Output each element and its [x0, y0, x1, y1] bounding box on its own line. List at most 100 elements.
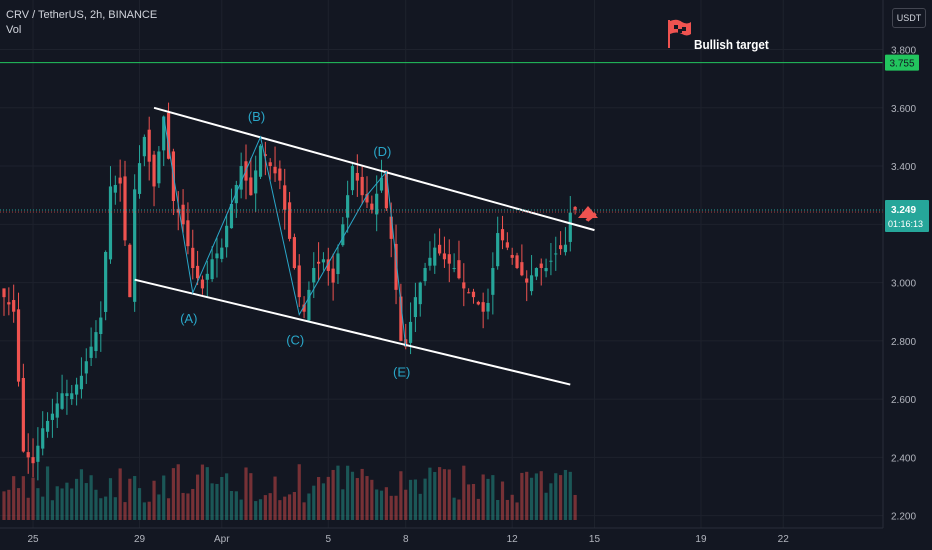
flag-cloth [670, 19, 691, 36]
candle-body [491, 268, 495, 295]
price-tick-label: 3.400 [891, 162, 916, 173]
volume-bar [60, 488, 64, 520]
candle-body [113, 184, 117, 193]
volume-bar [166, 498, 171, 520]
symbol-title[interactable]: CRV / TetherUS, 2h, BINANCE [6, 9, 158, 21]
candle-body [297, 265, 301, 298]
volume-bar [404, 489, 408, 520]
candle-body [12, 300, 16, 312]
volume-bar [452, 497, 456, 520]
volume-bar [41, 496, 45, 520]
candle-body [408, 321, 413, 343]
volume-bar [16, 488, 21, 520]
volume-bar [113, 497, 117, 520]
volume-bars [2, 464, 577, 520]
candle-body [41, 428, 45, 449]
candle-body [7, 302, 11, 305]
volume-bar [278, 500, 282, 520]
candle-body [341, 224, 345, 246]
wave-label: (D) [373, 144, 391, 159]
bullish-target-label: Bullish target [694, 37, 769, 52]
candle-body [65, 393, 69, 397]
volume-bar [234, 491, 238, 520]
candle-body [476, 301, 480, 305]
candle-body [108, 186, 113, 260]
volume-bar [239, 499, 243, 520]
candle-body [559, 245, 563, 250]
volume-bar [500, 481, 505, 520]
volume-bar [70, 488, 74, 520]
candle-body [321, 259, 326, 263]
volume-bar [544, 492, 548, 520]
volume-bar [137, 488, 142, 520]
candle-body [457, 260, 461, 279]
candle-body [273, 166, 277, 174]
time-tick-label: 8 [403, 534, 409, 545]
time-tick-label: 29 [134, 534, 146, 545]
volume-bar [191, 488, 195, 520]
candle-body [142, 136, 146, 157]
price-tick-label: 2.800 [891, 337, 916, 348]
price-tick-label: 3.800 [891, 46, 916, 57]
candle-body [568, 212, 572, 242]
volume-bar [321, 483, 326, 520]
volume-bar [476, 498, 480, 520]
candle-body [70, 393, 74, 400]
volume-indicator-label[interactable]: Vol [6, 24, 22, 36]
candle-body [2, 288, 6, 298]
candle-body [389, 216, 393, 239]
volume-bar [302, 502, 306, 520]
volume-bar [152, 480, 156, 520]
volume-bar [50, 500, 54, 520]
candle-body [292, 237, 296, 269]
candle-body [166, 112, 171, 159]
candle-body [99, 317, 103, 334]
candle-body [399, 296, 403, 341]
volume-bar [520, 472, 524, 520]
candle-body [544, 268, 548, 272]
candle-body [379, 177, 384, 191]
volume-bar [104, 496, 108, 520]
candle-body [471, 291, 476, 298]
currency-label[interactable]: USDT [892, 8, 926, 28]
candle-body [539, 263, 543, 269]
volume-bar [336, 465, 340, 520]
volume-bar [12, 476, 16, 520]
volume-bar [99, 498, 103, 520]
candle-body [384, 170, 388, 209]
candle-body [394, 243, 398, 290]
volume-bar [331, 469, 335, 520]
candle-body [75, 384, 79, 395]
volume-bar [244, 467, 248, 520]
time-tick-label: 25 [27, 534, 39, 545]
candle-body [529, 275, 534, 292]
volume-bar [196, 474, 200, 520]
volume-bar [312, 485, 316, 520]
volume-bar [471, 483, 476, 520]
volume-bar [360, 468, 364, 520]
volume-bar [215, 483, 219, 520]
candle-body [287, 202, 292, 239]
candle-body [45, 420, 50, 432]
candle-body [505, 242, 509, 248]
candle-body [205, 273, 209, 280]
candle-body [254, 170, 258, 194]
volume-bar [399, 471, 403, 520]
volume-bar [181, 492, 185, 520]
target-price-tag-text: 3.755 [889, 59, 914, 70]
candles [2, 102, 577, 481]
volume-bar [568, 471, 572, 520]
candle-body [549, 260, 553, 262]
price-tick-label: 3.000 [891, 279, 916, 290]
candle-body [336, 253, 340, 275]
volume-bar [384, 487, 388, 520]
target-price-tag [885, 54, 919, 71]
volume-bar [84, 483, 88, 520]
candle-body [239, 166, 243, 190]
candle-body [312, 268, 316, 283]
volume-bar [21, 476, 25, 520]
volume-bar [442, 469, 447, 520]
volume-bar [273, 476, 277, 520]
candle-body [442, 253, 447, 260]
